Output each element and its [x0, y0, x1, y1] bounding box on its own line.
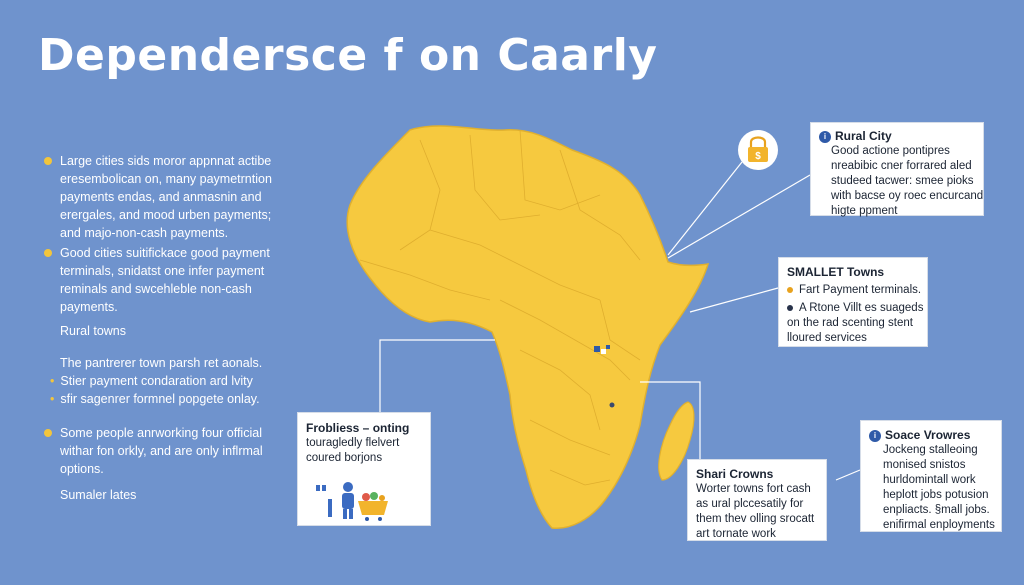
madagascar-island[interactable] — [658, 401, 695, 481]
bullet-dot — [44, 249, 52, 257]
info-icon: i — [869, 429, 881, 442]
rural-towns-desc: The pantrerer town parsh ret aonals. — [60, 356, 263, 370]
card-rural-city[interactable]: i Rural City Good actione pontipres nreab… — [810, 122, 984, 217]
sub-item: • sfir sagenrer formnel popgete onlay. — [50, 392, 260, 406]
city-marker-cluster[interactable] — [594, 345, 610, 354]
card-soace-vrowres[interactable]: i Soace Vrowres Jockeng stalleoing monise… — [860, 420, 1002, 532]
lock-icon[interactable]: $ — [738, 130, 778, 170]
bullet-dot — [44, 429, 52, 437]
svg-text:$: $ — [755, 151, 761, 162]
info-icon: i — [819, 130, 831, 143]
list-item: A Rtone Villt es suageds — [787, 301, 927, 316]
small-marker[interactable] — [609, 402, 615, 408]
africa-continent[interactable] — [346, 125, 710, 529]
info-block-some-people: Some people anrworking four official wit… — [44, 424, 263, 478]
bullet-dot: • — [50, 392, 55, 406]
bullet-dot — [787, 286, 793, 293]
list-item: Fart Payment terminals. — [787, 283, 927, 298]
bullet-dot — [44, 157, 52, 165]
card-smaller-towns[interactable]: SMALLET Towns Fart Payment terminals. A … — [778, 257, 928, 347]
country-borders — [359, 129, 641, 486]
info-block-large-cities: Large cities sids moror appnnat actibe e… — [44, 152, 272, 242]
shopping-people-icon — [316, 482, 388, 521]
rural-towns-label: Rural towns — [60, 324, 126, 338]
connector-lines — [379, 161, 861, 481]
smaller-rates-label: Sumaler lates — [60, 488, 137, 502]
bullet-dot — [787, 304, 793, 311]
bullet-dot: • — [50, 374, 55, 388]
card-problems[interactable]: Frobliess – onting touragledly flelvert … — [297, 412, 431, 526]
page-title: Dependersce f on Caarly — [38, 30, 658, 81]
sub-item: • Stier payment condaration ard lvity — [50, 374, 253, 388]
info-block-good-cities: Good cities suitifickace good payment te… — [44, 244, 270, 316]
card-shari-crowns[interactable]: Shari Crowns Worter towns fort cash as u… — [687, 459, 827, 541]
